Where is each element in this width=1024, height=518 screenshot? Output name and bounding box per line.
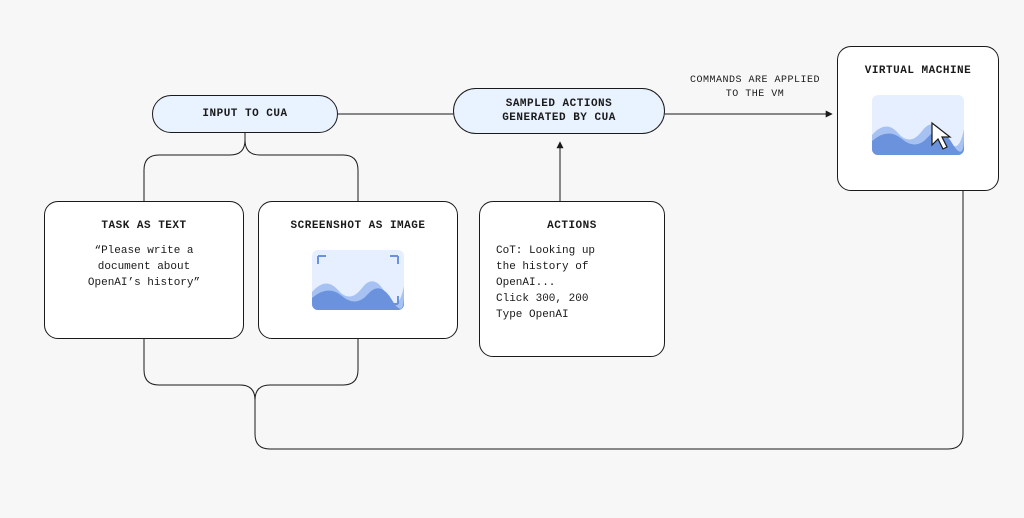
edge-label-commands: COMMANDS ARE APPLIED TO THE VM — [685, 74, 825, 101]
actions-card-body: CoT: Looking up the history of OpenAI...… — [496, 244, 648, 324]
node-sampled-pill: SAMPLED ACTIONS GENERATED BY CUA — [453, 88, 665, 134]
vm-thumb-icon — [872, 95, 964, 155]
node-task-card: TASK AS TEXT “Please write a document ab… — [44, 201, 244, 339]
node-vm-card: VIRTUAL MACHINE — [837, 46, 999, 191]
vm-card-title: VIRTUAL MACHINE — [865, 65, 972, 77]
task-card-body: “Please write a document about OpenAI’s … — [88, 244, 200, 292]
node-actions-card: ACTIONS CoT: Looking up the history of O… — [479, 201, 665, 357]
diagram-canvas: COMMANDS ARE APPLIED TO THE VM INPUT TO … — [0, 0, 1024, 518]
node-sampled-pill-label: SAMPLED ACTIONS GENERATED BY CUA — [502, 97, 616, 126]
node-input-pill-label: INPUT TO CUA — [202, 107, 287, 121]
screenshot-card-title: SCREENSHOT AS IMAGE — [291, 220, 426, 232]
edge-feedback-right — [255, 339, 358, 420]
task-card-title: TASK AS TEXT — [101, 220, 186, 232]
edge-task-to-input — [144, 133, 245, 201]
node-screenshot-card: SCREENSHOT AS IMAGE — [258, 201, 458, 339]
screenshot-thumb-icon — [312, 250, 404, 310]
actions-card-title: ACTIONS — [547, 220, 597, 232]
edge-screenshot-to-input — [245, 133, 358, 201]
node-input-pill: INPUT TO CUA — [152, 95, 338, 133]
